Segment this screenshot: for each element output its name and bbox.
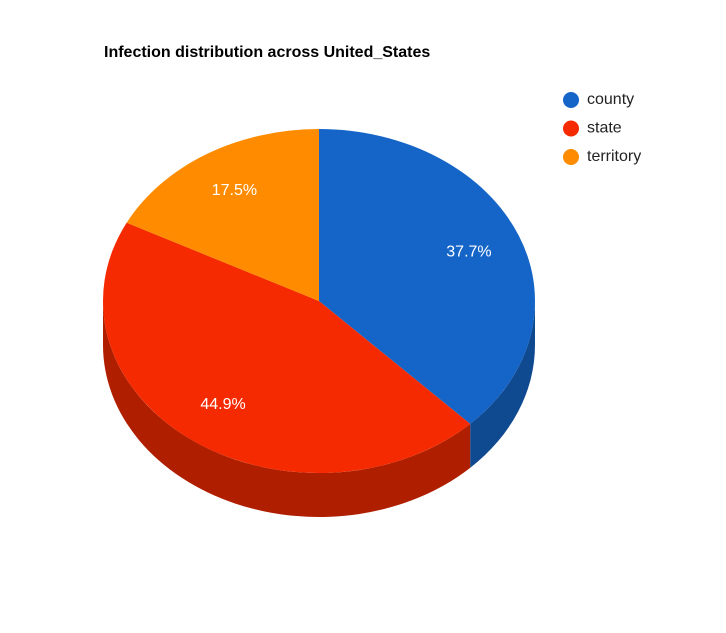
value-label: 44.9% bbox=[200, 396, 245, 413]
legend-marker bbox=[563, 149, 579, 165]
chart-title: Infection distribution across United_Sta… bbox=[104, 44, 430, 61]
legend-label: territory bbox=[587, 148, 641, 165]
slice bbox=[319, 129, 535, 424]
slice bbox=[126, 129, 319, 301]
value-label: 17.5% bbox=[212, 182, 257, 199]
legend-label: county bbox=[587, 91, 634, 108]
legend-marker bbox=[563, 120, 579, 137]
slice-side bbox=[470, 301, 535, 468]
slice bbox=[103, 222, 471, 473]
legend-label: state bbox=[587, 120, 622, 137]
legend-marker bbox=[563, 92, 579, 108]
slice-side bbox=[103, 301, 471, 517]
value-label: 37.7% bbox=[446, 243, 491, 260]
